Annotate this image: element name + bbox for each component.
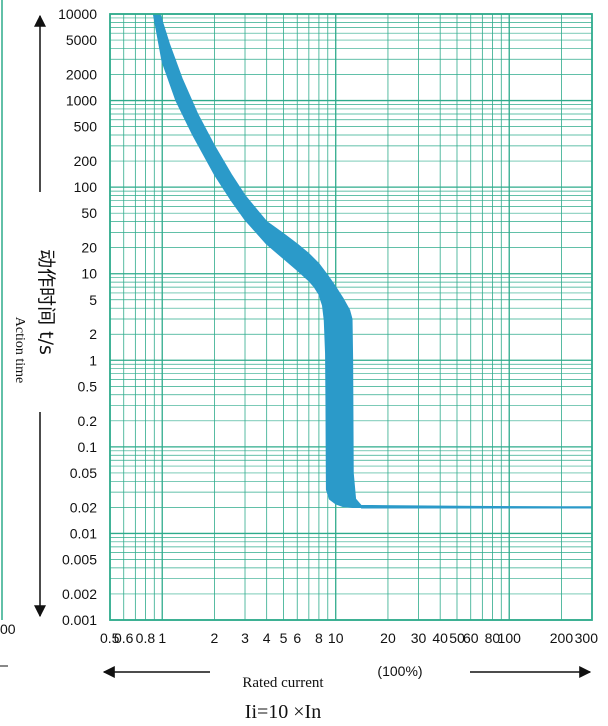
y-tick-label: 100 — [74, 179, 98, 195]
y-tick-label: 5 — [89, 292, 97, 308]
x-tick-label: 0.5 — [100, 630, 120, 646]
y-tick-label: 200 — [74, 153, 98, 169]
y-tick-label: 0.002 — [62, 586, 97, 602]
y-tick-label: 50 — [81, 205, 97, 221]
left-remnant-text: 00 — [0, 621, 16, 637]
y-tick-label: 0.05 — [70, 465, 97, 481]
x-tick-label: 10 — [328, 630, 344, 646]
plot-frame — [109, 13, 593, 621]
x-tick-label: 60 — [463, 630, 479, 646]
y-tick-label: 0.01 — [70, 525, 97, 541]
x-tick-label: 40 — [432, 630, 448, 646]
y-tick-label: 0.02 — [70, 499, 97, 515]
x-tick-label: 2 — [211, 630, 219, 646]
x-axis-unit: (100%) — [377, 663, 422, 679]
x-tick-label: 0.8 — [136, 630, 156, 646]
x-tick-label: 80 — [485, 630, 501, 646]
y-tick-label: 0.005 — [62, 551, 97, 567]
y-tick-label: 20 — [81, 240, 97, 256]
y-tick-label: 10000 — [58, 6, 97, 22]
y-tick-label: 0.2 — [78, 413, 98, 429]
y-axis-label-en: Action time — [12, 317, 27, 384]
y-tick-label: 500 — [74, 119, 98, 135]
x-tick-label: 100 — [498, 630, 522, 646]
x-tick-label: 300 — [575, 630, 599, 646]
y-tick-label: 5000 — [66, 32, 97, 48]
x-tick-label: 30 — [411, 630, 427, 646]
x-tick-label: 20 — [380, 630, 396, 646]
x-tick-label: 6 — [293, 630, 301, 646]
x-tick-label: 4 — [263, 630, 271, 646]
x-tick-label: 8 — [315, 630, 323, 646]
y-tick-label: 2 — [89, 326, 97, 342]
y-axis-label-cn: 动作时间 t/s — [35, 249, 57, 355]
trip-band — [152, 14, 592, 509]
x-tick-label: 5 — [280, 630, 288, 646]
x-axis-label: Rated current — [242, 675, 324, 691]
y-tick-label: 0.5 — [78, 378, 98, 394]
x-tick-label: 0.6 — [114, 630, 134, 646]
y-tick-labels: 10000 5000 2000 1000 500 200 100 50 20 10 5 2 1 0.5 0.… — [58, 6, 97, 628]
formula-label: Ii=10 ×In — [245, 701, 321, 723]
x-tick-label: 50 — [449, 630, 465, 646]
trip-band-area — [152, 14, 592, 508]
y-tick-label: 10 — [81, 266, 97, 282]
x-tick-label: 200 — [550, 630, 574, 646]
y-tick-label: 1 — [89, 352, 97, 368]
x-tick-label: 1 — [158, 630, 166, 646]
y-tick-label: 0.1 — [78, 439, 98, 455]
x-tick-label: 3 — [241, 630, 249, 646]
y-tick-label: 2000 — [66, 67, 97, 83]
y-tick-label: 0.001 — [62, 612, 97, 628]
y-tick-label: 1000 — [66, 93, 97, 109]
